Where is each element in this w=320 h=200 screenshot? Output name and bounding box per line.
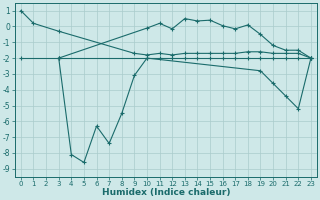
- X-axis label: Humidex (Indice chaleur): Humidex (Indice chaleur): [102, 188, 230, 197]
